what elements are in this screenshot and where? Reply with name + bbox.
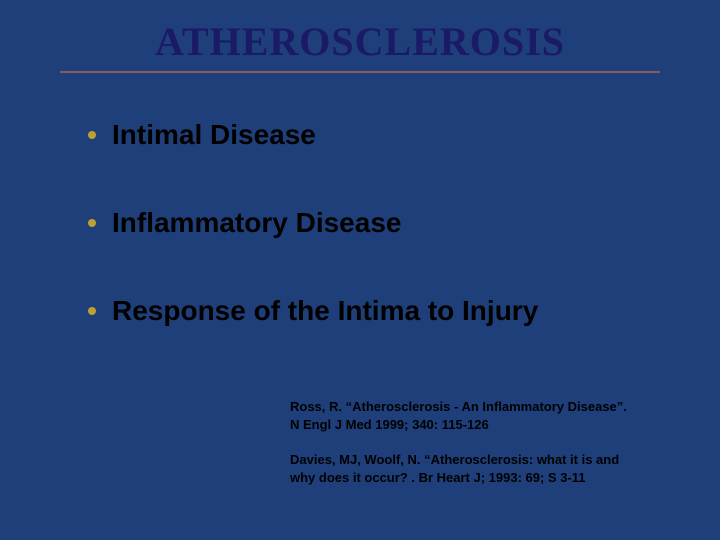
list-item: Inflammatory Disease	[88, 207, 660, 239]
title-underline	[60, 71, 660, 73]
bullet-list: Intimal Disease Inflammatory Disease Res…	[60, 119, 660, 328]
list-item: Intimal Disease	[88, 119, 660, 151]
slide: ATHEROSCLEROSIS Intimal Disease Inflamma…	[0, 0, 720, 540]
bullet-icon	[88, 307, 96, 315]
slide-title: ATHEROSCLEROSIS	[60, 18, 660, 69]
bullet-icon	[88, 219, 96, 227]
bullet-icon	[88, 131, 96, 139]
reference-item: Ross, R. “Atherosclerosis - An Inflammat…	[290, 398, 680, 433]
reference-item: Davies, MJ, Woolf, N. “Atherosclerosis: …	[290, 451, 680, 486]
reference-line: Davies, MJ, Woolf, N. “Atherosclerosis: …	[290, 451, 680, 469]
reference-line: N Engl J Med 1999; 340: 115-126	[290, 416, 680, 434]
bullet-text: Response of the Intima to Injury	[112, 295, 538, 327]
list-item: Response of the Intima to Injury	[88, 295, 660, 327]
bullet-text: Intimal Disease	[112, 119, 316, 151]
bullet-text: Inflammatory Disease	[112, 207, 401, 239]
reference-line: why does it occur? . Br Heart J; 1993: 6…	[290, 469, 680, 487]
reference-line: Ross, R. “Atherosclerosis - An Inflammat…	[290, 398, 680, 416]
references: Ross, R. “Atherosclerosis - An Inflammat…	[290, 398, 680, 504]
